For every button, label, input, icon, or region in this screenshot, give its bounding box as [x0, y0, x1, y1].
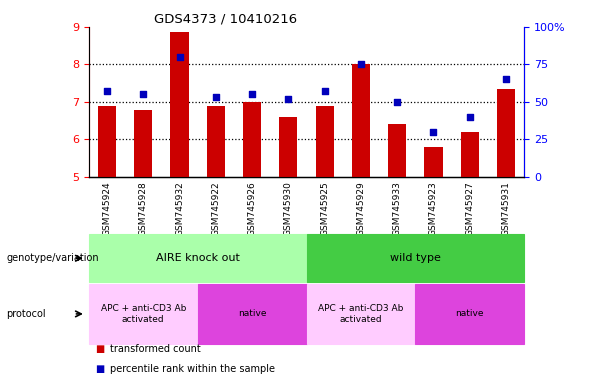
Point — [320, 88, 330, 94]
Bar — [388, 124, 406, 177]
Point — [501, 76, 511, 83]
Text: APC + anti-CD3 Ab
activated: APC + anti-CD3 Ab activated — [101, 304, 186, 324]
Bar — [134, 110, 153, 177]
Bar — [460, 132, 479, 177]
Text: wild type: wild type — [390, 253, 441, 263]
Point — [356, 61, 366, 68]
Text: GSM745931: GSM745931 — [501, 181, 511, 236]
Point — [102, 88, 112, 94]
Bar — [207, 106, 225, 177]
Text: GSM745928: GSM745928 — [139, 181, 148, 236]
Bar — [98, 106, 116, 177]
Bar — [497, 89, 515, 177]
Text: GSM745929: GSM745929 — [356, 181, 365, 236]
Text: GSM745923: GSM745923 — [429, 181, 438, 236]
Text: GSM745922: GSM745922 — [211, 181, 220, 236]
Point — [175, 54, 185, 60]
Text: GSM745933: GSM745933 — [393, 181, 402, 236]
Text: transformed count: transformed count — [110, 344, 201, 354]
Text: genotype/variation: genotype/variation — [6, 253, 99, 263]
Text: GSM745926: GSM745926 — [248, 181, 257, 236]
Bar — [316, 106, 333, 177]
Text: GSM745927: GSM745927 — [465, 181, 474, 236]
Text: GSM745932: GSM745932 — [175, 181, 184, 236]
Text: GSM745925: GSM745925 — [320, 181, 329, 236]
Point — [428, 129, 438, 135]
Point — [392, 99, 402, 105]
Text: protocol: protocol — [6, 309, 46, 319]
Point — [283, 96, 293, 102]
Text: GDS4373 / 10410216: GDS4373 / 10410216 — [154, 13, 297, 26]
Text: percentile rank within the sample: percentile rank within the sample — [110, 364, 275, 374]
Text: APC + anti-CD3 Ab
activated: APC + anti-CD3 Ab activated — [318, 304, 403, 324]
Bar — [424, 147, 443, 177]
Point — [247, 91, 257, 98]
Text: AIRE knock out: AIRE knock out — [156, 253, 240, 263]
Bar — [243, 102, 261, 177]
Point — [139, 91, 148, 98]
Point — [211, 94, 221, 100]
Text: native: native — [238, 310, 266, 318]
Text: GSM745930: GSM745930 — [284, 181, 293, 236]
Bar — [170, 33, 189, 177]
Bar — [352, 64, 370, 177]
Bar — [280, 117, 297, 177]
Point — [465, 114, 474, 120]
Text: ■: ■ — [95, 344, 104, 354]
Text: native: native — [455, 310, 484, 318]
Text: GSM745924: GSM745924 — [102, 181, 112, 236]
Text: ■: ■ — [95, 364, 104, 374]
